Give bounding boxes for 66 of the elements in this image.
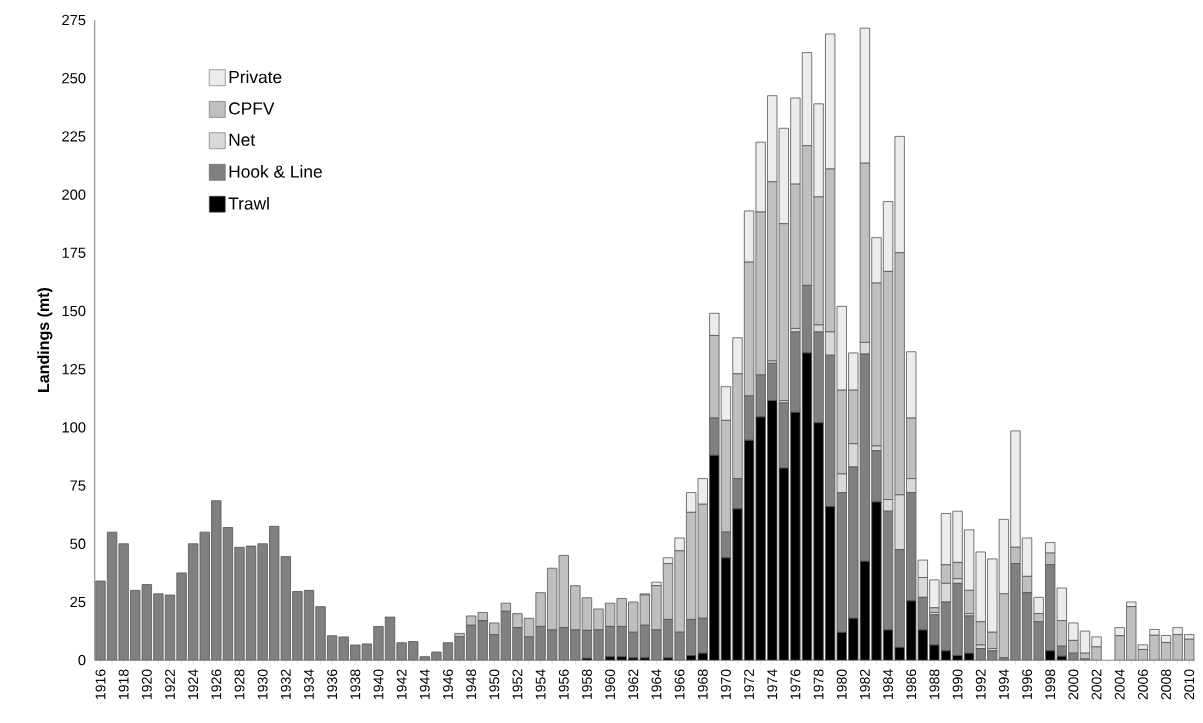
x-tick-label: 2002 [1091, 669, 1102, 700]
x-tick-label: 1994 [998, 669, 1009, 700]
x-tick-label: 1922 [165, 669, 175, 700]
x-tick-label: 1978 [813, 669, 824, 700]
x-tick-label: 1954 [535, 669, 546, 700]
x-tick-label: 2000 [1068, 669, 1079, 700]
legend-label: Net [229, 133, 256, 146]
x-tick-label: 1952 [512, 669, 523, 700]
x-tick-label: 1984 [883, 669, 894, 700]
legend-label: Private [229, 70, 282, 84]
x-tick-label: 1956 [558, 669, 569, 700]
x-tick-label: 2006 [1137, 669, 1148, 700]
x-tick-label: 1938 [350, 669, 361, 700]
x-tick-label: 1918 [118, 669, 129, 700]
y-tick-label: 100 [62, 422, 86, 433]
x-tick-label: 1982 [859, 669, 870, 700]
x-tick-label: 1946 [443, 669, 453, 700]
x-tick-label: 1958 [581, 669, 592, 700]
x-tick-label: 2010 [1184, 669, 1195, 700]
x-tick-label: 1942 [396, 669, 407, 700]
x-tick-label: 1980 [836, 669, 847, 700]
x-tick-label: 1966 [674, 669, 685, 700]
x-tick-label: 1948 [466, 669, 477, 700]
x-tick-label: 1916 [95, 669, 106, 700]
x-tick-label: 1930 [257, 669, 268, 700]
x-tick-label: 1964 [651, 669, 662, 700]
x-tick-label: 1986 [906, 669, 917, 700]
x-tick-label: 1926 [211, 669, 222, 700]
y-tick-label: 200 [62, 189, 86, 200]
x-tick-label: 1940 [373, 669, 384, 700]
x-tick-label: 1924 [188, 669, 199, 700]
x-tick-label: 1998 [1045, 669, 1056, 700]
y-tick-label: 150 [62, 305, 86, 317]
x-tick-label: 1974 [767, 669, 778, 700]
x-tick-label: 2008 [1161, 669, 1171, 700]
x-tick-label: 2004 [1114, 669, 1125, 700]
legend-label: Trawl [228, 196, 269, 210]
x-tick-label: 1928 [234, 669, 245, 700]
legend-label: Hook & Line [229, 165, 322, 178]
x-tick-label: 1972 [744, 669, 755, 700]
x-tick-label: 1990 [952, 669, 963, 700]
x-tick-label: 1932 [280, 669, 291, 700]
x-tick-label: 1944 [419, 669, 430, 700]
x-tick-label: 1950 [489, 669, 500, 700]
y-tick-label: 0 [78, 655, 86, 666]
y-tick-label: 175 [62, 247, 86, 258]
y-axis-title: Landings (mt) [37, 288, 53, 392]
x-tick-label: 1936 [327, 669, 338, 700]
y-tick-label: 75 [70, 480, 86, 491]
x-tick-label: 1920 [141, 669, 152, 700]
x-tick-label: 1934 [304, 669, 314, 700]
y-tick-label: 25 [70, 596, 86, 608]
x-tick-label: 1976 [790, 669, 801, 700]
y-tick-label: 250 [62, 73, 86, 84]
y-tick-label: 275 [62, 14, 86, 26]
y-tick-label: 50 [70, 538, 86, 550]
y-tick-label: 225 [62, 131, 86, 142]
x-tick-label: 1988 [929, 669, 940, 700]
y-tick-label: 125 [62, 364, 86, 375]
x-tick-label: 1970 [720, 669, 731, 700]
x-tick-label: 1960 [605, 669, 616, 700]
x-tick-label: 1992 [975, 669, 986, 700]
legend-label: CPFV [229, 102, 275, 115]
x-tick-label: 1962 [628, 669, 639, 700]
x-tick-label: 1968 [697, 669, 708, 700]
x-tick-label: 1996 [1022, 669, 1033, 700]
